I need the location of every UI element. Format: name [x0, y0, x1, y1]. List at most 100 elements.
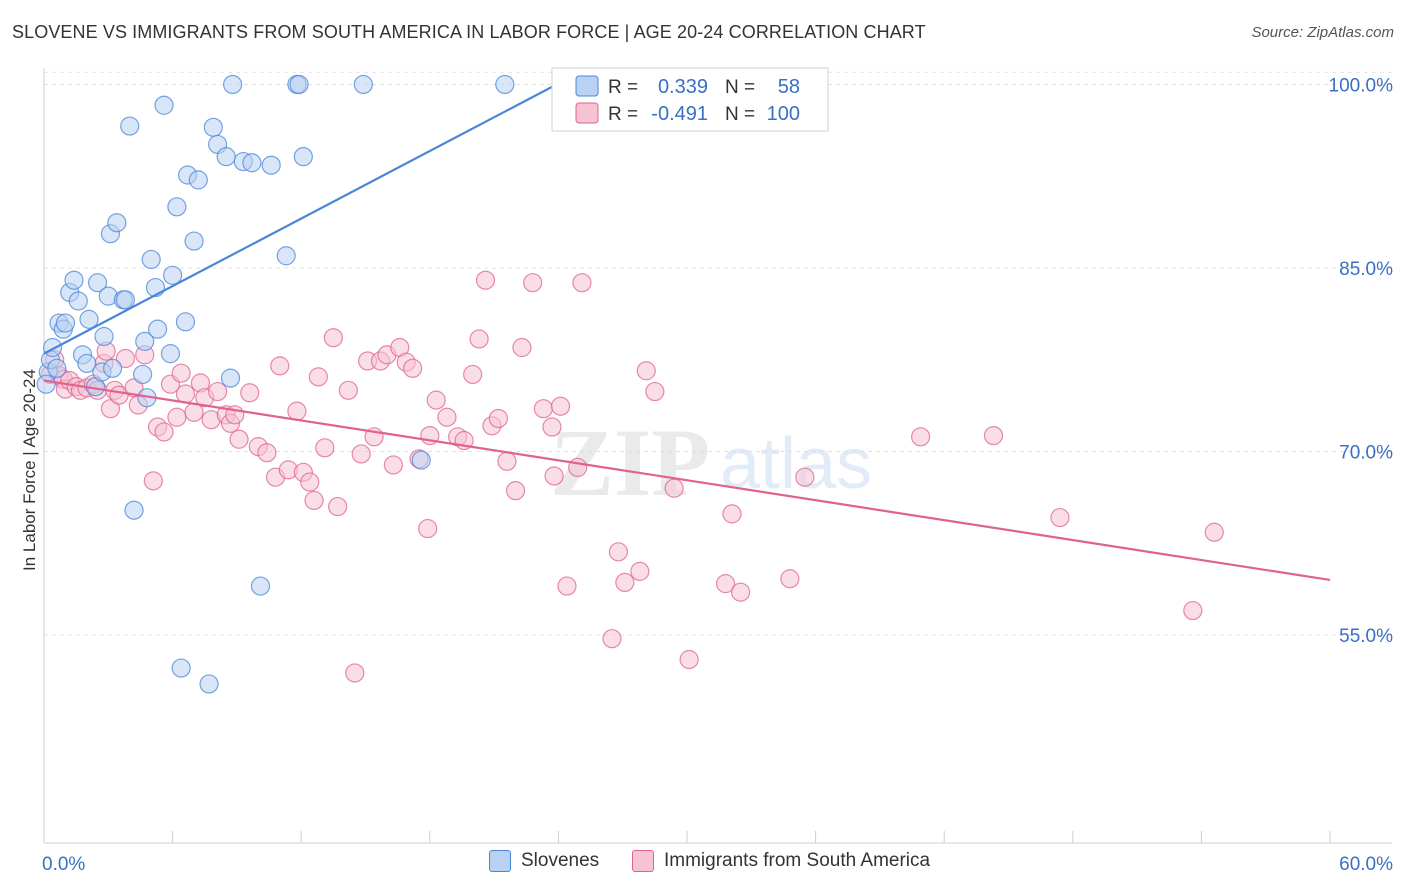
point-immigrants — [257, 443, 277, 463]
legend-r-label-2: R = — [608, 104, 638, 125]
point-immigrants — [664, 478, 684, 498]
point-immigrants — [512, 337, 532, 358]
y-axis-label: In Labor Force | Age 20-24 — [20, 369, 39, 571]
point-slovenes — [87, 273, 108, 293]
point-immigrants — [287, 401, 307, 421]
point-immigrants — [544, 466, 564, 486]
point-slovenes — [163, 265, 183, 285]
point-immigrants — [171, 363, 191, 383]
point-slovenes — [42, 337, 63, 358]
point-slovenes — [223, 74, 243, 95]
tick-labels: 100.0% 85.0% 70.0% 55.0% 0.0% 60.0% — [42, 75, 1393, 875]
point-immigrants — [437, 407, 457, 427]
legend-n-label-1: N = — [725, 77, 755, 98]
point-immigrants — [983, 425, 1004, 446]
point-immigrants — [679, 649, 699, 670]
point-slovenes — [132, 364, 153, 385]
point-immigrants — [636, 361, 656, 381]
y-tick-label: 85.0% — [1339, 259, 1393, 280]
point-immigrants — [328, 496, 348, 517]
y-tick-label: 55.0% — [1339, 626, 1393, 647]
legend-top: R = 0.339 N = 58 R = -0.491 N = 100 — [551, 67, 829, 132]
point-immigrants — [1183, 600, 1203, 621]
point-slovenes — [36, 374, 56, 394]
point-immigrants — [715, 574, 736, 594]
point-slovenes — [135, 331, 155, 351]
data-points — [36, 74, 1224, 694]
legend-r-label-1: R = — [608, 77, 638, 98]
point-immigrants — [505, 481, 526, 501]
point-slovenes — [120, 116, 140, 136]
point-slovenes — [175, 312, 196, 332]
point-immigrants — [345, 663, 365, 683]
point-slovenes — [242, 153, 262, 173]
point-slovenes — [203, 117, 223, 137]
point-immigrants — [533, 399, 553, 419]
point-immigrants — [602, 629, 622, 649]
point-slovenes — [79, 309, 99, 329]
point-slovenes — [124, 500, 144, 520]
point-slovenes — [77, 353, 97, 374]
point-slovenes — [107, 213, 127, 233]
legend-r-value-2: -0.491 — [651, 103, 708, 125]
point-slovenes — [171, 658, 191, 678]
point-immigrants — [523, 273, 543, 293]
point-immigrants — [608, 542, 629, 562]
point-immigrants — [315, 438, 335, 458]
point-immigrants — [304, 490, 324, 511]
point-slovenes — [411, 450, 431, 470]
legend-label-slovenes: Slovenes — [521, 850, 600, 871]
point-immigrants — [154, 422, 174, 442]
point-immigrants — [550, 396, 571, 416]
point-immigrants — [557, 576, 577, 596]
point-slovenes — [55, 313, 76, 333]
point-slovenes — [154, 95, 174, 115]
point-immigrants — [475, 270, 496, 290]
point-immigrants — [208, 381, 228, 402]
point-immigrants — [730, 582, 751, 602]
point-immigrants — [403, 358, 423, 378]
point-immigrants — [572, 273, 592, 293]
point-slovenes — [250, 576, 271, 596]
chart-source: Source: ZipAtlas.com — [1251, 24, 1394, 41]
point-immigrants — [270, 356, 290, 376]
point-immigrants — [645, 381, 665, 402]
point-immigrants — [911, 427, 931, 447]
x-tick-label-max: 60.0% — [1339, 854, 1393, 875]
trend-line-slovenes — [43, 71, 581, 355]
watermark-atlas: atlas — [720, 424, 872, 504]
point-slovenes — [261, 155, 281, 175]
legend-bottom: Slovenes Immigrants from South America — [0, 850, 1406, 880]
point-slovenes — [293, 147, 313, 167]
legend-r-value-1: 0.339 — [658, 76, 708, 98]
point-slovenes — [115, 290, 136, 310]
point-immigrants — [463, 364, 483, 385]
legend-swatch-slovenes-bottom — [489, 850, 511, 872]
point-immigrants — [323, 328, 343, 348]
legend-swatch-slovenes — [575, 75, 599, 97]
point-slovenes — [184, 231, 204, 251]
legend-n-value-2: 100 — [767, 103, 800, 125]
point-slovenes — [64, 270, 84, 290]
legend-swatch-immigrants-bottom — [632, 850, 654, 872]
point-slovenes — [47, 358, 67, 378]
point-immigrants — [229, 429, 249, 449]
x-tick-label-min: 0.0% — [42, 854, 85, 875]
point-immigrants — [722, 504, 742, 524]
axes — [43, 68, 1392, 844]
point-immigrants — [300, 472, 320, 492]
point-immigrants — [497, 451, 517, 471]
point-slovenes — [147, 319, 168, 339]
point-slovenes — [160, 344, 181, 364]
point-immigrants — [383, 455, 403, 475]
point-slovenes — [102, 358, 123, 378]
point-slovenes — [216, 147, 236, 167]
legend-item-immigrants: Immigrants from South America — [632, 850, 930, 872]
point-immigrants — [418, 518, 438, 539]
point-immigrants — [175, 384, 196, 404]
point-immigrants — [795, 467, 815, 487]
point-immigrants — [115, 348, 136, 369]
point-immigrants — [780, 569, 800, 589]
trend-line-immigrants — [43, 379, 1331, 582]
point-immigrants — [143, 471, 163, 491]
